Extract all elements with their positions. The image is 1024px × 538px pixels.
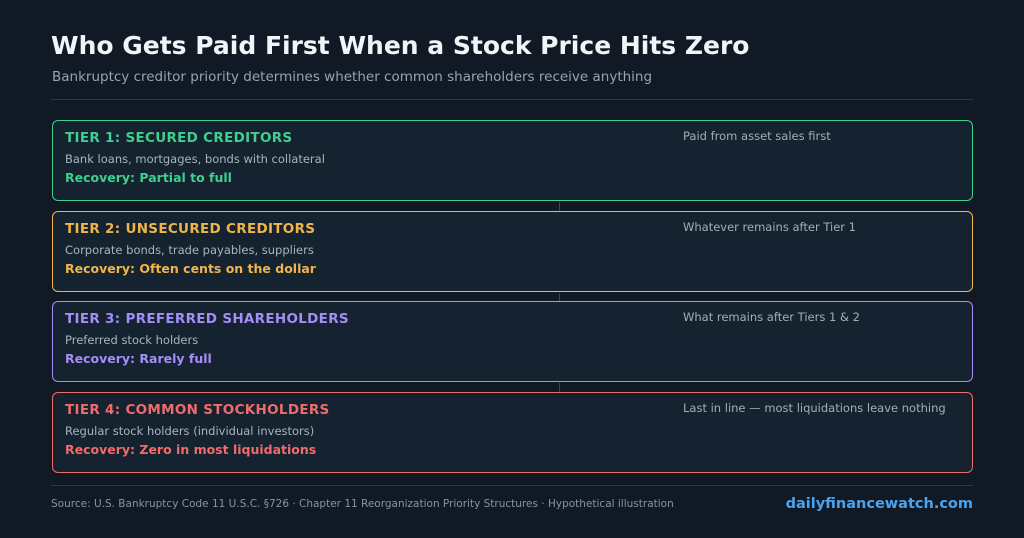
tier-name: TIER 3: PREFERRED SHAREHOLDERS	[65, 311, 349, 327]
footer-divider	[51, 485, 973, 486]
tier-description: Corporate bonds, trade payables, supplie…	[65, 243, 314, 257]
tier-connector	[559, 202, 560, 211]
tier-recovery: Recovery: Partial to full	[65, 170, 232, 185]
page-title: Who Gets Paid First When a Stock Price H…	[51, 31, 750, 60]
source-note: Source: U.S. Bankruptcy Code 11 U.S.C. §…	[51, 498, 674, 510]
tier-connector	[559, 383, 560, 392]
tier-description: Bank loans, mortgages, bonds with collat…	[65, 152, 325, 166]
tier-recovery: Recovery: Often cents on the dollar	[65, 261, 316, 276]
tier-note: Paid from asset sales first	[683, 129, 831, 143]
tier-recovery: Recovery: Rarely full	[65, 351, 212, 366]
tier-recovery: Recovery: Zero in most liquidations	[65, 442, 317, 457]
tier-name: TIER 4: COMMON STOCKHOLDERS	[65, 402, 330, 418]
tier-note: Last in line — most liquidations leave n…	[683, 401, 946, 415]
tier-card-1: TIER 1: SECURED CREDITORS Bank loans, mo…	[52, 120, 973, 201]
header-divider	[51, 99, 973, 100]
tier-card-2: TIER 2: UNSECURED CREDITORS Corporate bo…	[52, 211, 973, 292]
tier-name: TIER 2: UNSECURED CREDITORS	[65, 221, 316, 237]
page-subtitle: Bankruptcy creditor priority determines …	[52, 69, 653, 85]
tier-connector	[559, 293, 560, 302]
tier-name: TIER 1: SECURED CREDITORS	[65, 130, 293, 146]
tier-note: What remains after Tiers 1 & 2	[683, 310, 860, 324]
tier-description: Preferred stock holders	[65, 333, 199, 347]
tier-note: Whatever remains after Tier 1	[683, 220, 856, 234]
brand-link[interactable]: dailyfinancewatch.com	[785, 496, 973, 512]
tier-description: Regular stock holders (individual invest…	[65, 424, 315, 438]
tier-card-3: TIER 3: PREFERRED SHAREHOLDERS Preferred…	[52, 301, 973, 382]
tier-card-4: TIER 4: COMMON STOCKHOLDERS Regular stoc…	[52, 392, 973, 473]
